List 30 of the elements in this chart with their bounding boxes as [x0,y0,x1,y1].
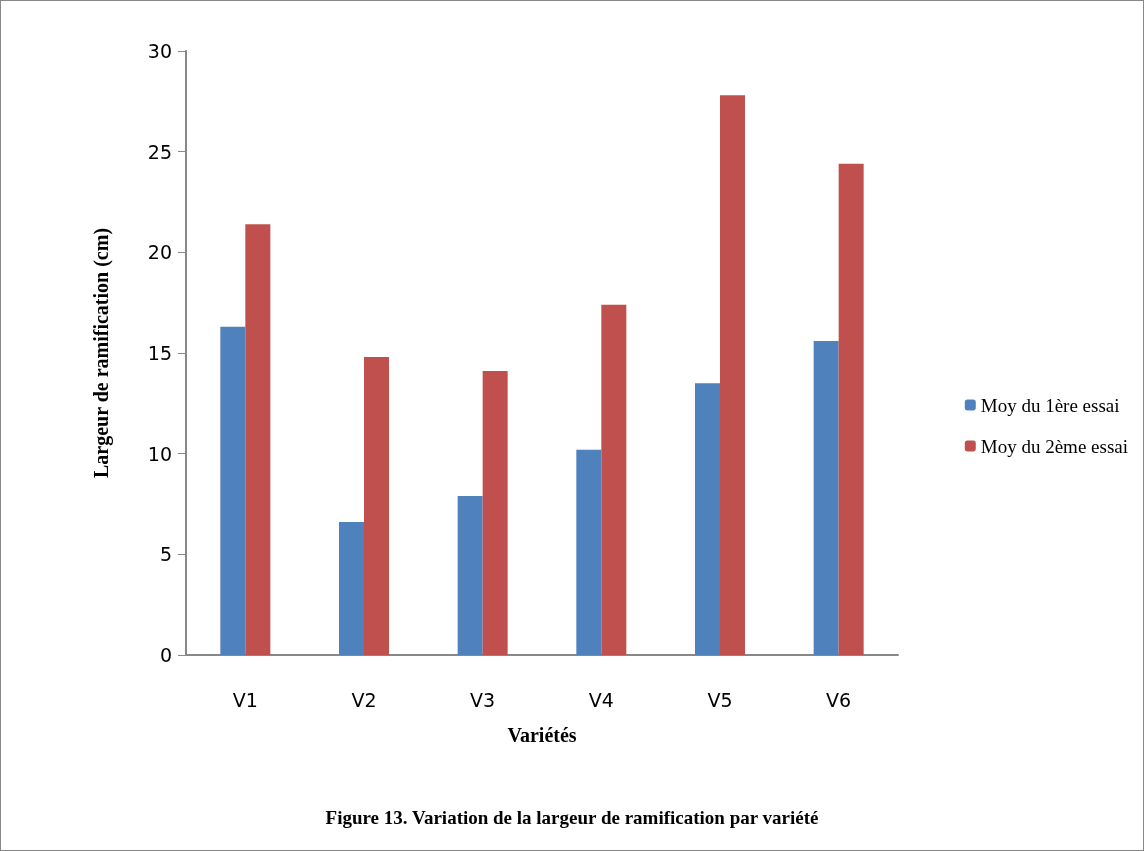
bar [720,95,745,655]
x-tick-label: V6 [826,688,852,711]
y-tick-label: 0 [159,644,172,666]
bar [695,383,720,655]
bar [838,163,864,655]
y-tick-label: 10 [147,442,172,465]
y-tick-label: 15 [147,342,172,364]
y-tick-label: 5 [159,543,172,566]
bar [576,449,602,655]
bar [601,304,627,655]
x-axis-title: Variétés [507,724,577,746]
x-tick-label: V3 [470,688,496,711]
bar [813,340,839,655]
legend-label: Moy du 1ère essai [980,394,1120,416]
y-axis-title: Largeur de ramification (cm) [90,227,113,479]
x-tick-label: V2 [351,688,377,711]
x-tick-label: V4 [588,688,614,711]
bar [482,371,508,655]
legend-label: Moy du 2ème essai [980,435,1129,457]
y-tick-label: 30 [147,40,172,62]
bar [339,522,364,655]
x-tick-label: V5 [707,688,733,711]
bar [457,495,483,655]
x-tick-label: V1 [232,688,258,711]
bar [245,224,271,655]
bar [220,326,246,655]
bar [364,357,389,655]
y-tick-label: 20 [147,241,172,264]
text: Figure 13. Variation de la largeur de ramification par variété [325,807,819,828]
y-tick-label: 25 [147,140,172,163]
